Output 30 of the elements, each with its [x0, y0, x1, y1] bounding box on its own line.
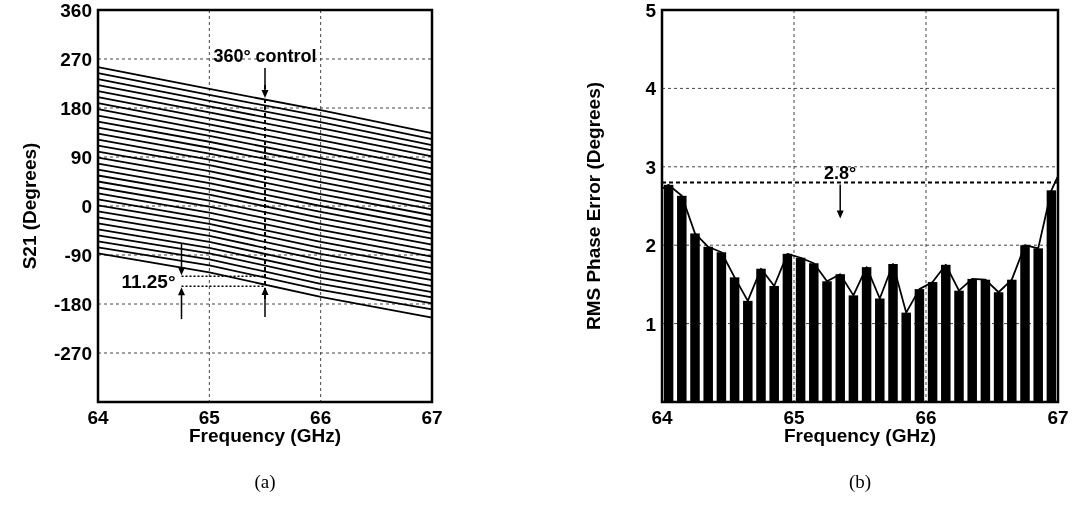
ref-line-label: 2.8° [824, 163, 857, 184]
x-axis-title: Frequency (GHz) [188, 425, 342, 446]
x-tick-label: 64 [87, 407, 109, 428]
y-tick-label: 180 [60, 98, 92, 119]
x-tick-label: 66 [310, 407, 332, 428]
x-tick-label: 66 [915, 407, 937, 428]
text: (b) [848, 471, 872, 493]
y-tick-label: 360 [60, 0, 92, 21]
annotation: 11.25° [121, 271, 176, 293]
y-tick-label: 4 [645, 78, 657, 100]
y-tick-label: 0 [81, 196, 92, 217]
y-axis-title: S21 (Degrees) [19, 142, 40, 270]
y-tick-label: 270 [60, 49, 92, 70]
x-tick-label: 67 [421, 407, 443, 428]
y-tick-label: -90 [64, 245, 92, 266]
x-axis-title: Frequency (GHz) [783, 425, 937, 446]
y-tick-label: 3 [645, 156, 656, 178]
x-tick-label: 64 [651, 407, 673, 428]
x-tick-label: 65 [198, 407, 221, 428]
y-tick-label: 2 [645, 235, 656, 257]
y-axis-title: RMS Phase Error (Degrees) [583, 81, 604, 331]
y-tick-label: -180 [53, 294, 92, 315]
text: (a) [254, 471, 276, 493]
ref-line-label: 360° control [213, 46, 317, 66]
y-tick-label: -270 [53, 343, 92, 364]
y-tick-label: 90 [70, 147, 92, 168]
x-tick-label: 67 [1047, 407, 1069, 428]
x-tick-label: 65 [783, 407, 805, 428]
y-tick-label: 1 [645, 313, 657, 335]
y-tick-label: 5 [645, 0, 657, 21]
